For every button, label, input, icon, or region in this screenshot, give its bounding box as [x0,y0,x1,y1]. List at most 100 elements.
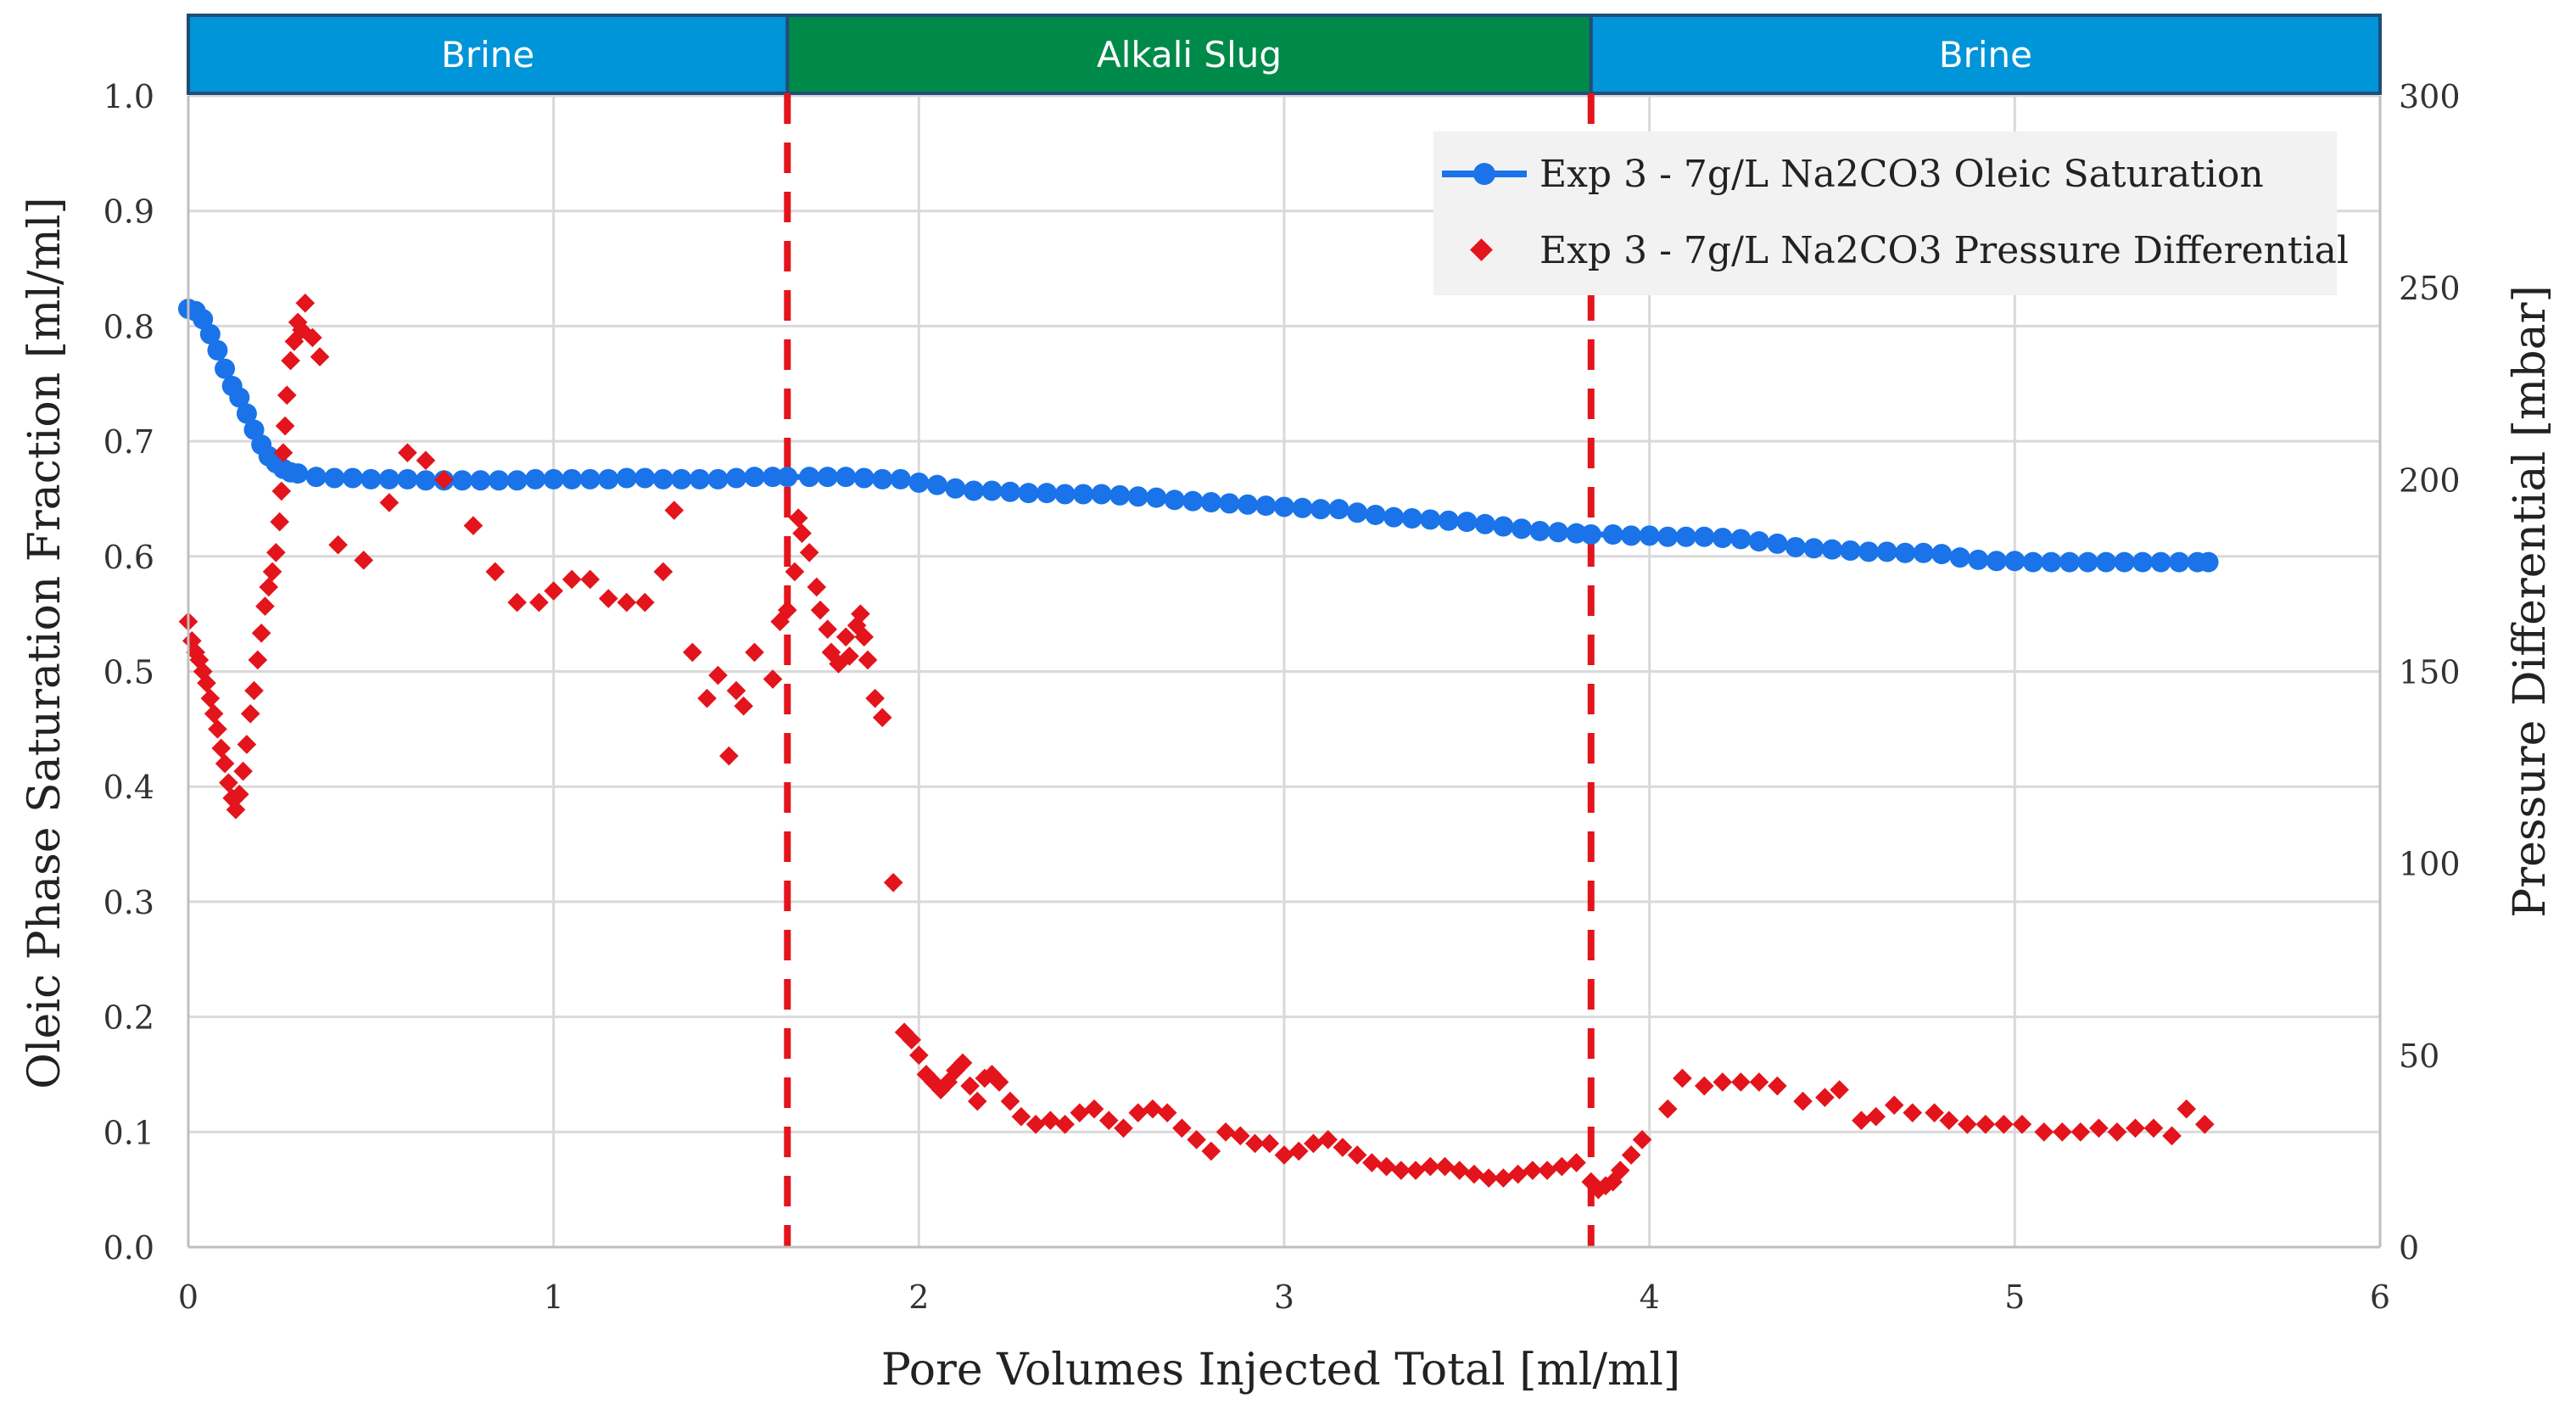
data-point [2012,1114,2032,1134]
data-point [616,467,637,489]
data-point [200,688,221,708]
data-point [967,1091,987,1111]
data-point [1931,544,1953,565]
data-point [840,646,859,666]
data-point [324,467,345,489]
data-point [2022,551,2043,573]
data-point [1128,1103,1148,1122]
data-point [305,467,327,488]
data-point [229,784,249,804]
data-point [807,577,827,597]
data-point [1567,1153,1586,1172]
data-point [708,665,728,685]
data-point [1548,522,1568,543]
data-point [1537,1161,1557,1180]
data-point [835,627,856,647]
data-point [683,642,702,663]
data-point [1610,1161,1630,1180]
y-tick-label: 0.0 [103,1229,154,1267]
data-point [726,467,746,489]
data-point [1219,493,1240,514]
data-point [354,551,374,570]
data-point [1713,1072,1733,1092]
data-point [1201,1141,1221,1161]
data-point [763,467,784,488]
data-point [1958,1114,1977,1134]
data-point [2004,551,2026,572]
data-point [244,680,264,701]
data-point [1731,1072,1751,1092]
data-point [707,468,729,490]
data-point [2176,1099,2197,1119]
data-point [1858,541,1880,562]
data-point [1310,499,1332,520]
data-point [909,1045,929,1066]
data-point [851,604,870,624]
data-point [543,468,564,490]
data-point [960,1076,980,1096]
data-point [1840,540,1861,562]
data-point [634,467,656,489]
data-point [817,467,838,488]
data-point [598,468,619,490]
data-point [2077,551,2098,573]
data-point [1529,520,1551,541]
phase-boundaries [784,93,1595,1247]
data-point [248,650,268,670]
data-point [1091,484,1112,505]
data-point [415,470,436,491]
data-point [1318,1130,1338,1150]
y-tick-label: 0.5 [103,654,154,691]
data-point [981,480,1003,501]
data-point [2107,1122,2127,1142]
data-point [1000,1091,1020,1111]
data-point [1968,549,1989,570]
data-point [835,467,857,488]
data-point [342,467,363,489]
data-point [1037,483,1058,504]
data-point [1420,1156,1440,1177]
data-point [1793,1091,1813,1111]
data-point [1748,531,1769,552]
data-point [865,688,885,708]
data-point [215,358,236,379]
data-point [275,416,295,436]
data-point [1365,504,1386,525]
y-tick-label: 0.8 [103,308,154,345]
data-point [1523,1161,1543,1180]
data-point [2114,551,2135,573]
data-point [734,696,753,716]
series-line [187,305,2209,566]
data-point [635,592,655,613]
data-point [1895,542,1916,563]
data-point [1694,1076,1714,1096]
data-point [1566,523,1587,544]
series-pressure [178,293,2215,1200]
data-point [1237,494,1258,515]
data-point [1866,1106,1886,1127]
data-point [1362,1153,1382,1172]
data-point [580,569,601,590]
data-point [1420,509,1441,530]
data-point [799,542,819,562]
data-point [1231,1126,1250,1146]
data-point [1054,484,1076,505]
data-point [1182,490,1204,512]
data-point [2132,551,2154,573]
data-point [1274,1145,1294,1165]
legend-marker-saturation [1473,163,1495,185]
data-point [872,468,893,490]
data-point [266,542,286,562]
data-point [1073,484,1094,505]
data-point [2070,1122,2091,1142]
x-axis-label: Pore Volumes Injected Total [ml/ml] [881,1345,1680,1396]
data-point [529,592,549,613]
data-point [617,592,637,613]
data-point [1925,1103,1944,1122]
data-point [1803,538,1824,559]
x-tick-label: 5 [2004,1279,2025,1316]
y-tick-label: 0.6 [103,539,154,576]
y-tick-label: 1.0 [103,78,154,115]
data-point [295,293,316,313]
